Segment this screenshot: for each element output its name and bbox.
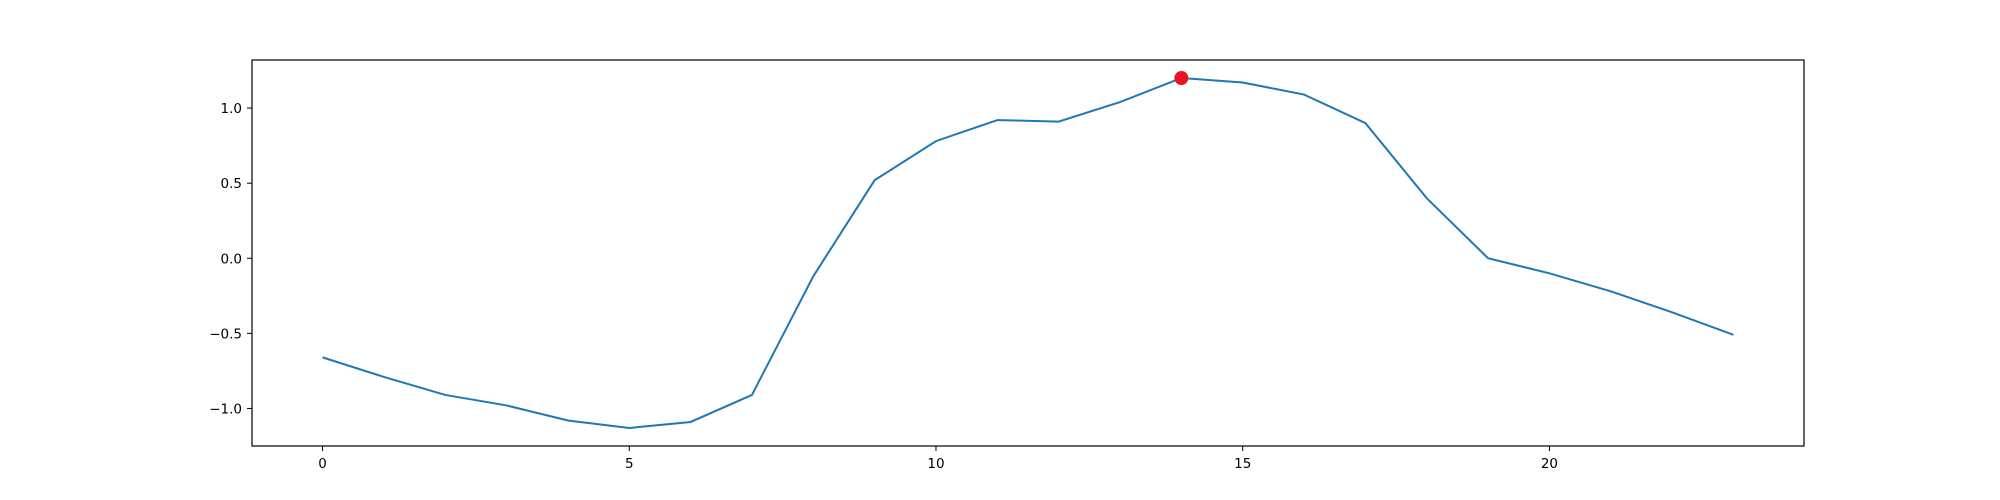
x-axis-ticks: 0 5 10 15 20 <box>318 446 1558 472</box>
x-tick-label: 0 <box>318 456 327 472</box>
y-axis-ticks: −1.0 −0.5 0.0 0.5 1.0 <box>209 101 252 417</box>
x-tick-label: 15 <box>1234 456 1251 472</box>
plot-area-frame <box>251 59 1805 447</box>
y-tick-label: −0.5 <box>209 326 242 342</box>
y-tick-label: −1.0 <box>209 401 242 417</box>
x-tick-label: 20 <box>1541 456 1558 472</box>
y-tick-label: 1.0 <box>221 101 242 117</box>
data-series-line <box>322 77 1734 429</box>
x-tick-label: 10 <box>927 456 944 472</box>
x-tick-label: 5 <box>625 456 634 472</box>
highlighted-max-point <box>1174 71 1189 86</box>
y-tick-label: 0.0 <box>221 251 242 267</box>
y-tick-label: 0.5 <box>221 176 242 192</box>
